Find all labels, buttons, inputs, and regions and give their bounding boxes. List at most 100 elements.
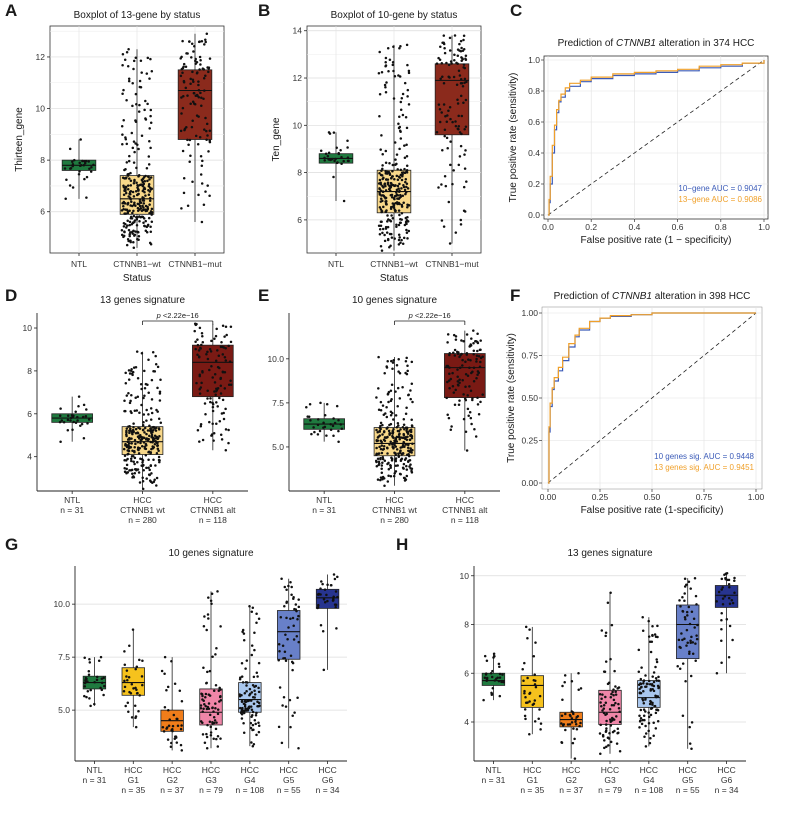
data-point <box>461 379 464 382</box>
data-point <box>212 710 215 713</box>
data-point <box>207 70 210 74</box>
data-point <box>523 691 526 695</box>
data-point <box>600 705 603 708</box>
data-point <box>138 208 141 211</box>
data-point <box>381 190 385 193</box>
data-point <box>453 58 456 62</box>
data-point <box>153 478 156 482</box>
data-point <box>126 457 129 461</box>
data-point <box>381 164 384 167</box>
data-point <box>205 352 208 356</box>
data-point <box>461 364 464 367</box>
data-point <box>447 416 451 420</box>
data-point <box>192 80 195 84</box>
data-point <box>398 236 401 239</box>
data-point <box>140 435 143 439</box>
data-point <box>139 201 143 204</box>
data-point <box>131 146 135 150</box>
data-point <box>204 412 207 416</box>
data-point <box>254 722 257 726</box>
data-point <box>143 436 146 440</box>
data-point <box>638 726 641 729</box>
data-point <box>572 727 575 730</box>
data-point <box>342 159 345 163</box>
data-point <box>167 724 171 727</box>
x-tick-label: 1.0 <box>758 222 770 232</box>
data-point <box>149 114 152 118</box>
data-point <box>477 355 481 358</box>
data-point <box>205 681 208 685</box>
data-point <box>471 370 474 373</box>
chart-title-g: 10 genes signature <box>168 548 254 559</box>
box-2 <box>160 655 184 752</box>
data-point <box>468 366 471 369</box>
data-point <box>278 686 282 689</box>
data-point <box>400 212 404 215</box>
data-point <box>68 184 72 187</box>
data-point <box>76 419 79 422</box>
data-point <box>435 131 439 134</box>
data-point <box>125 50 129 54</box>
data-point <box>196 142 200 146</box>
data-point <box>317 592 321 596</box>
data-point <box>403 156 407 160</box>
data-point <box>402 183 405 187</box>
data-point <box>733 591 736 595</box>
data-point <box>439 77 442 80</box>
data-point <box>456 368 459 371</box>
data-point <box>524 625 528 629</box>
data-point <box>296 617 299 621</box>
data-point <box>82 163 86 167</box>
data-point <box>389 414 393 417</box>
data-point <box>124 222 127 226</box>
data-point <box>131 232 134 235</box>
data-point <box>138 658 141 662</box>
data-point <box>400 178 404 182</box>
legend-entry-1: 13 genes sig. AUC = 0.9451 <box>654 463 754 472</box>
box-2 <box>559 672 583 760</box>
data-point <box>134 427 138 431</box>
data-point <box>380 440 383 444</box>
data-point <box>126 440 130 444</box>
data-point <box>612 694 615 697</box>
data-point <box>450 62 453 65</box>
data-point <box>60 419 64 422</box>
data-point <box>287 626 290 629</box>
data-point <box>407 454 411 458</box>
data-point <box>386 46 390 50</box>
data-point <box>460 81 464 85</box>
data-point <box>152 458 155 461</box>
data-point <box>74 421 78 425</box>
data-point <box>214 359 218 362</box>
data-point <box>144 99 147 103</box>
data-point <box>524 695 527 699</box>
x-tick-label: 0.25 <box>592 492 609 502</box>
data-point <box>692 617 696 621</box>
data-point <box>381 177 384 181</box>
data-point <box>142 421 145 424</box>
data-point <box>446 380 449 384</box>
data-point <box>158 434 161 438</box>
data-point <box>157 449 160 453</box>
data-point <box>381 461 384 465</box>
data-point <box>131 449 134 452</box>
legend-entry-0: 10 genes sig. AUC = 0.9448 <box>654 452 754 461</box>
data-point <box>158 392 162 395</box>
data-point <box>391 63 395 67</box>
y-tick-label: 4 <box>27 452 32 462</box>
box-1 <box>119 47 155 250</box>
data-point <box>468 385 471 388</box>
data-point <box>459 39 463 43</box>
data-point <box>216 745 220 748</box>
data-point <box>179 74 183 78</box>
data-point <box>202 76 206 80</box>
data-point <box>561 698 564 701</box>
pvalue-italic: p <box>408 311 413 320</box>
data-point <box>289 654 293 658</box>
data-point <box>200 104 203 108</box>
data-point <box>194 57 197 61</box>
data-point <box>448 49 452 52</box>
data-point <box>481 393 484 396</box>
data-point <box>159 421 163 425</box>
